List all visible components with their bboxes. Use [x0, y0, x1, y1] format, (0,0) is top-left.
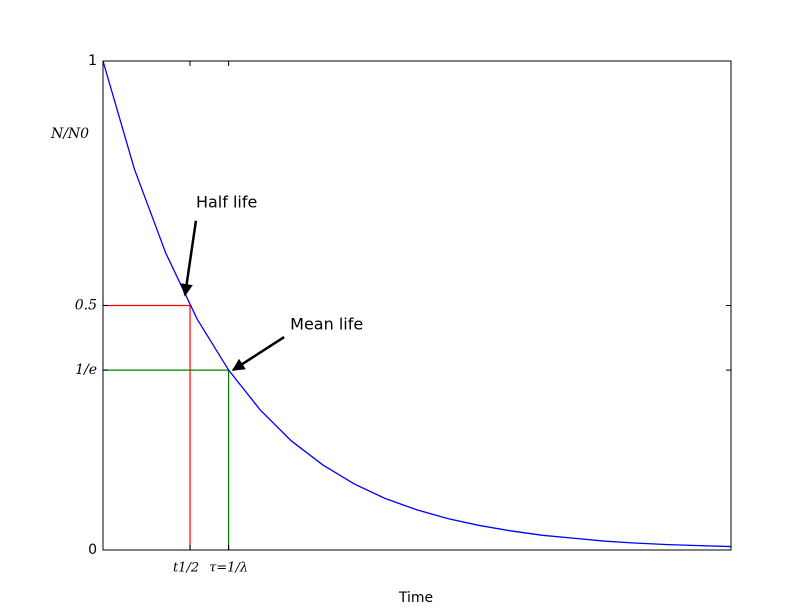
annotation-arrow	[231, 336, 285, 372]
x-tick-label: τ=1/λ	[209, 561, 248, 576]
y-tick-label: 1/e	[75, 362, 97, 378]
plot-frame	[102, 60, 732, 551]
annotation-text: Mean life	[290, 315, 363, 334]
y-tick-label: 0.5	[75, 298, 97, 314]
y-axis-label: N/N0	[50, 126, 89, 142]
x-axis-label: Time	[398, 590, 433, 606]
y-tick-label: 0	[88, 542, 97, 558]
y-tick-label: 1	[88, 53, 97, 69]
annotation-arrow	[180, 220, 198, 297]
annotation-text: Half life	[196, 192, 257, 211]
data-line	[102, 60, 732, 548]
x-tick-label: t1/2	[173, 561, 199, 576]
